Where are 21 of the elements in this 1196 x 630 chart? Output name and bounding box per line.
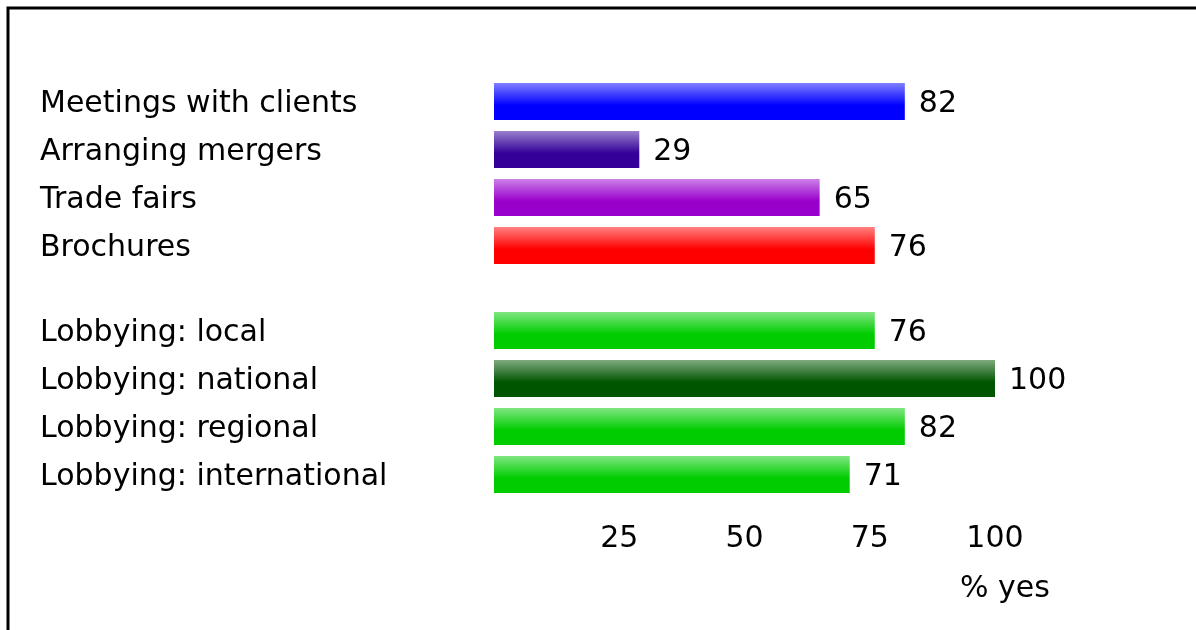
y-tick-label: Brochures (40, 228, 191, 263)
data-label: 82 (918, 409, 958, 444)
data-label: 100 (1009, 361, 1067, 396)
x-tick-label: 50 (725, 518, 764, 554)
data-label: 76 (888, 228, 927, 263)
y-tick-label: Lobbying: national (40, 361, 318, 396)
x-axis-title: % yes (960, 568, 1050, 604)
y-tick-label: Arranging mergers (40, 132, 322, 167)
y-tick-label: Trade fairs (39, 180, 197, 215)
data-label: 71 (863, 457, 902, 492)
x-tick-label: 75 (850, 518, 889, 554)
y-tick-label: Lobbying: regional (40, 409, 319, 444)
y-tick-label: Lobbying: international (40, 457, 388, 492)
x-tick-label: 100 (966, 518, 1024, 554)
data-label: 76 (888, 313, 927, 348)
data-label: 29 (653, 132, 692, 167)
data-label: 82 (918, 84, 958, 119)
y-tick-label: Meetings with clients (40, 84, 358, 119)
x-tick-label: 25 (600, 518, 639, 554)
y-tick-label: Lobbying: local (40, 313, 267, 348)
data-label: 65 (833, 180, 872, 215)
